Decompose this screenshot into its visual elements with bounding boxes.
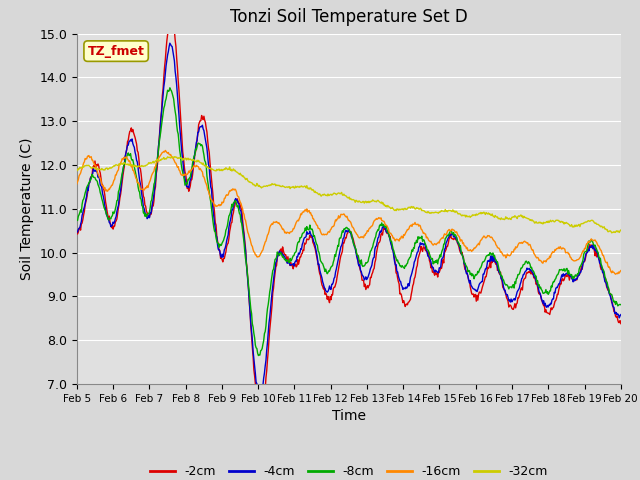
Text: TZ_fmet: TZ_fmet [88,45,145,58]
X-axis label: Time: Time [332,409,366,423]
Legend: -2cm, -4cm, -8cm, -16cm, -32cm: -2cm, -4cm, -8cm, -16cm, -32cm [145,460,553,480]
Title: Tonzi Soil Temperature Set D: Tonzi Soil Temperature Set D [230,9,468,26]
Y-axis label: Soil Temperature (C): Soil Temperature (C) [20,138,34,280]
